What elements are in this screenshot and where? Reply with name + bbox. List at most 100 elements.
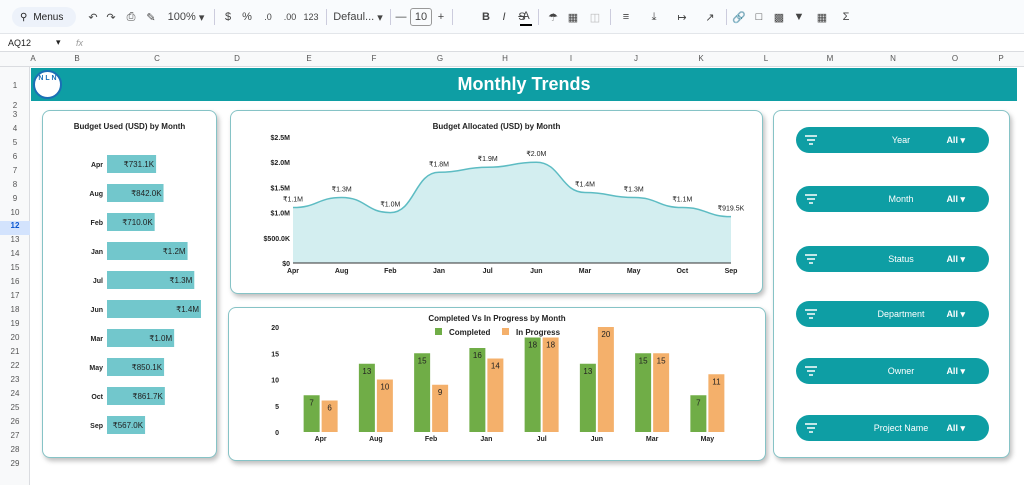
row-header[interactable]: 25	[10, 403, 20, 412]
slicer-value[interactable]: All ▾	[946, 366, 965, 377]
data-label: ₹1.4M	[176, 305, 199, 314]
row-header[interactable]: 8	[12, 180, 18, 189]
zoom-select[interactable]: 100% ▾	[166, 8, 206, 26]
font-select[interactable]: Defaul... ▾	[332, 8, 384, 26]
row-header[interactable]: 10	[10, 208, 20, 217]
slicer-value[interactable]: All ▾	[946, 194, 965, 205]
slicer-value[interactable]: All ▾	[946, 135, 965, 146]
column-header[interactable]: C	[154, 54, 160, 63]
row-header[interactable]: 6	[12, 152, 18, 161]
row-header[interactable]: 7	[12, 166, 18, 175]
menus-search[interactable]: ⚲ Menus	[12, 7, 76, 27]
text-rotation-icon[interactable]: ↗	[705, 11, 715, 24]
row-header[interactable]: 15	[10, 263, 20, 272]
comment-icon[interactable]: □	[755, 11, 763, 23]
slicer-value[interactable]: All ▾	[946, 423, 965, 434]
row-header[interactable]: 20	[10, 333, 20, 342]
row-header[interactable]: 19	[10, 319, 20, 328]
row-header[interactable]: 17	[10, 291, 20, 300]
row-header[interactable]: 1	[12, 81, 18, 90]
slicer-project-name[interactable]: Project Name All ▾	[796, 415, 989, 441]
column-header[interactable]: M	[826, 54, 834, 63]
data-label: ₹1.3M	[332, 185, 352, 193]
column-header[interactable]: I	[569, 54, 573, 63]
row-header[interactable]: 22	[10, 361, 20, 370]
row-header[interactable]: 2	[12, 101, 18, 110]
row-header[interactable]: 14	[10, 249, 20, 258]
text-color-button[interactable]: A	[520, 8, 532, 26]
column-header[interactable]: B	[74, 54, 80, 63]
completed-panel[interactable]: Completed Vs In Progress by Month 0 5 10 15…	[228, 307, 766, 461]
align-left-icon[interactable]: ≡	[622, 11, 630, 23]
more-formats-button[interactable]: 123	[303, 12, 319, 22]
column-header[interactable]: F	[371, 54, 377, 63]
column-header[interactable]: L	[763, 54, 769, 63]
name-box[interactable]: AQ12	[8, 38, 32, 48]
increase-decimal-button[interactable]: .00	[283, 12, 297, 22]
undo-icon[interactable]: ↶	[88, 11, 98, 24]
row-header[interactable]: 5	[12, 138, 18, 147]
row-header-selected[interactable]: 12	[0, 221, 30, 235]
row-header[interactable]: 9	[12, 194, 18, 203]
column-header[interactable]: O	[951, 54, 959, 63]
row-header[interactable]: 13	[10, 235, 20, 244]
column-header[interactable]: P	[998, 54, 1004, 63]
italic-button[interactable]: I	[502, 11, 506, 23]
decrease-decimal-button[interactable]: .0	[264, 12, 272, 22]
bold-button[interactable]: B	[482, 11, 490, 23]
slicer-department[interactable]: Department All ▾	[796, 301, 989, 327]
budget-used-panel[interactable]: Budget Used (USD) by Month Apr ₹731.1K Aug…	[42, 110, 217, 458]
slicer-month[interactable]: Month All ▾	[796, 186, 989, 212]
budget-allocated-panel[interactable]: Budget Allocated (USD) by Month $0 $500.0…	[230, 110, 763, 294]
column-header[interactable]: G	[436, 54, 444, 63]
functions-button[interactable]: Σ	[842, 11, 850, 23]
redo-icon[interactable]: ↷	[106, 11, 116, 24]
row-header[interactable]: 21	[10, 347, 20, 356]
strikethrough-button[interactable]: S	[518, 11, 526, 23]
slicer-owner[interactable]: Owner All ▾	[796, 358, 989, 384]
slicer-value[interactable]: All ▾	[946, 309, 965, 320]
slicer-value[interactable]: All ▾	[946, 254, 965, 265]
column-header[interactable]: N	[890, 54, 896, 63]
filter-icon[interactable]: ▼	[793, 11, 805, 23]
text-wrap-icon[interactable]: ↦	[677, 11, 687, 24]
link-icon[interactable]: 🔗	[732, 11, 746, 24]
merge-cells-icon[interactable]: ◫	[589, 11, 601, 24]
row-header[interactable]: 16	[10, 277, 20, 286]
slicer-value-text: All	[946, 254, 958, 264]
percent-button[interactable]: %	[242, 11, 252, 23]
row-header[interactable]: 29	[10, 459, 20, 468]
row-header[interactable]: 26	[10, 417, 20, 426]
print-icon[interactable]: ⎙	[126, 10, 136, 23]
column-header[interactable]: H	[502, 54, 508, 63]
column-header[interactable]: A	[30, 54, 36, 63]
legend-label: In Progress	[516, 328, 561, 337]
decrease-font-button[interactable]: —	[395, 11, 407, 23]
filter-views-icon[interactable]: ▦	[816, 11, 828, 24]
currency-button[interactable]: $	[224, 11, 232, 23]
row-header[interactable]: 4	[12, 124, 18, 133]
chart-icon[interactable]: ▩	[773, 11, 785, 24]
column-header[interactable]: J	[634, 54, 638, 63]
row-header[interactable]: 23	[10, 375, 20, 384]
row-header[interactable]: 3	[12, 110, 18, 119]
chevron-down-icon[interactable]: ▾	[56, 37, 61, 47]
row-header[interactable]: 24	[10, 389, 20, 398]
borders-icon[interactable]: ▦	[567, 11, 579, 24]
slicer-status[interactable]: Status All ▾	[796, 246, 989, 272]
column-header[interactable]: K	[698, 54, 704, 63]
font-size-input[interactable]: 10	[410, 8, 432, 26]
x-tick-label: Mar	[579, 268, 592, 275]
paint-format-icon[interactable]: ✎	[146, 11, 156, 24]
slicer-year[interactable]: Year All ▾	[796, 127, 989, 153]
row-header[interactable]: 28	[10, 445, 20, 454]
increase-font-button[interactable]: +	[437, 11, 445, 23]
row-header[interactable]: 18	[10, 305, 20, 314]
vertical-align-icon[interactable]: ⤓	[651, 10, 657, 23]
y-tick-label: $500.0K	[264, 236, 290, 243]
row-header[interactable]: 27	[10, 431, 20, 440]
column-header[interactable]: D	[234, 54, 240, 63]
bar	[690, 395, 707, 432]
fill-color-icon[interactable]: ☂	[548, 11, 558, 24]
column-header[interactable]: E	[306, 54, 312, 63]
